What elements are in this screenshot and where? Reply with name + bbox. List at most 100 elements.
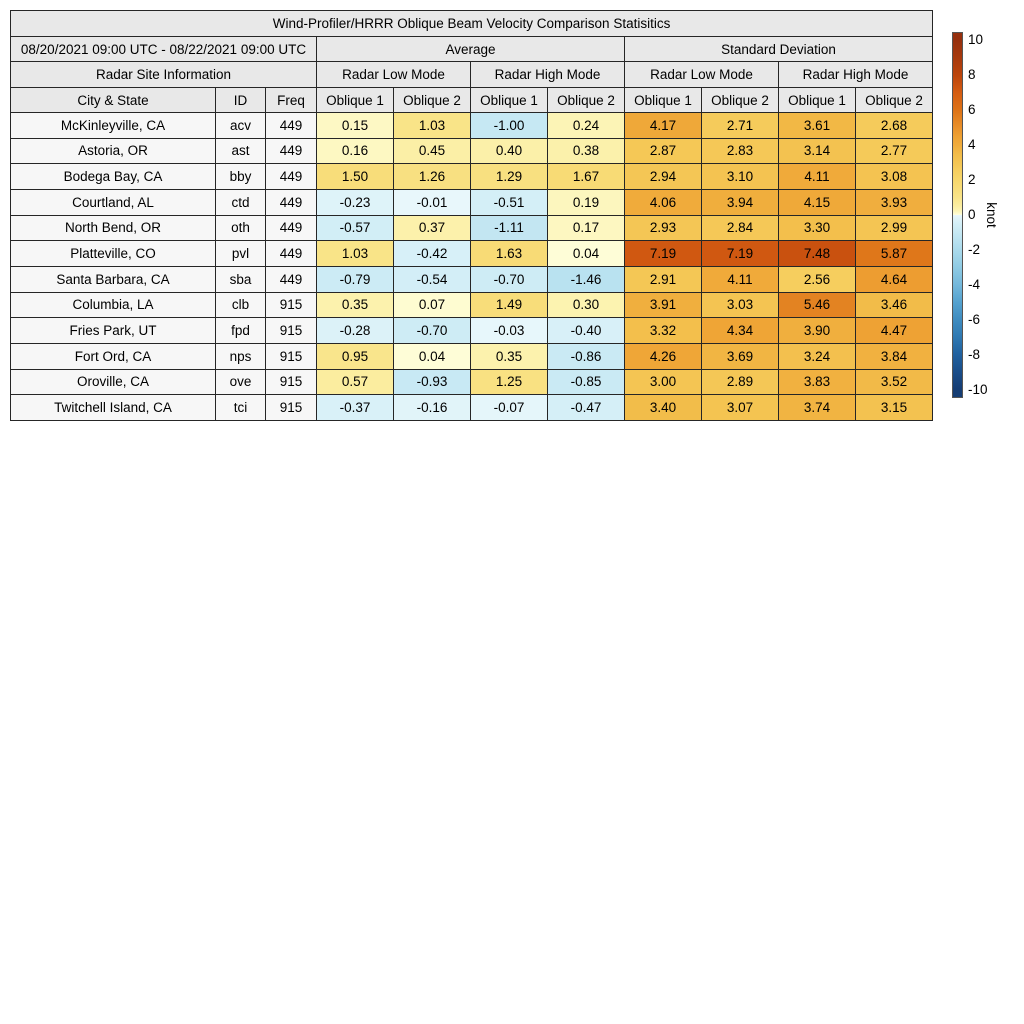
value-cell: 0.19 (547, 188, 625, 216)
freq-cell: 915 (265, 394, 317, 421)
value-cell: 4.06 (624, 188, 702, 216)
value-cell: 2.71 (701, 112, 779, 139)
value-cell: 3.52 (854, 368, 934, 396)
value-cell: 3.69 (701, 342, 779, 370)
value-cell: 3.94 (701, 188, 779, 216)
value-cell: 3.74 (778, 394, 856, 421)
value-cell: -0.47 (547, 394, 625, 421)
freq-cell: 449 (265, 265, 317, 293)
col-header-oblique: Oblique 1 (316, 87, 394, 113)
freq-cell: 449 (265, 188, 317, 216)
colorbar-tick-label: 8 (968, 66, 976, 82)
colorbar-tick-label: 10 (968, 31, 984, 47)
table-row: Astoria, OR ast 449 0.16 0.45 0.40 0.38 2.87 2.8… (10, 137, 934, 165)
value-cell: 1.26 (393, 163, 471, 190)
city-cell: North Bend, OR (10, 214, 216, 242)
value-cell: 0.15 (316, 112, 394, 139)
city-cell: Courtland, AL (10, 188, 216, 216)
id-cell: pvl (215, 240, 266, 267)
id-cell: fpd (215, 317, 266, 344)
value-cell: 4.47 (854, 317, 934, 344)
value-cell: -1.11 (470, 214, 548, 242)
table-row: McKinleyville, CA acv 449 0.15 1.03 -1.00 0.24… (10, 112, 934, 139)
city-cell: Fries Park, UT (10, 317, 216, 344)
value-cell: 0.35 (470, 342, 548, 370)
value-cell: 0.17 (547, 214, 625, 242)
city-cell: McKinleyville, CA (10, 112, 216, 139)
value-cell: 1.29 (470, 163, 548, 190)
id-cell: tci (215, 394, 266, 421)
freq-cell: 915 (265, 317, 317, 344)
freq-cell: 449 (265, 240, 317, 267)
col-header-oblique: Oblique 2 (701, 87, 779, 113)
value-cell: 0.37 (393, 214, 471, 242)
city-cell: Columbia, LA (10, 291, 216, 319)
id-cell: ove (215, 368, 266, 396)
value-cell: 3.15 (854, 394, 934, 421)
value-cell: -1.46 (547, 265, 625, 293)
value-cell: 4.34 (701, 317, 779, 344)
value-cell: -0.70 (393, 317, 471, 344)
col-header-oblique: Oblique 2 (393, 87, 471, 113)
col-header-oblique: Oblique 1 (470, 87, 548, 113)
value-cell: 3.90 (778, 317, 856, 344)
city-cell: Twitchell Island, CA (10, 394, 216, 421)
value-cell: 3.83 (778, 368, 856, 396)
mode-header-high: Radar High Mode (470, 61, 625, 88)
value-cell: 3.30 (778, 214, 856, 242)
freq-cell: 449 (265, 163, 317, 190)
value-cell: 0.45 (393, 137, 471, 165)
value-cell: 4.15 (778, 188, 856, 216)
value-cell: 2.93 (624, 214, 702, 242)
value-cell: -0.51 (470, 188, 548, 216)
value-cell: 3.24 (778, 342, 856, 370)
section-header-average: Average (316, 36, 625, 62)
value-cell: 0.30 (547, 291, 625, 319)
id-cell: sba (215, 265, 266, 293)
city-cell: Astoria, OR (10, 137, 216, 165)
value-cell: 3.03 (701, 291, 779, 319)
value-cell: 3.46 (854, 291, 934, 319)
section-header-site-info: Radar Site Information (10, 61, 317, 88)
id-cell: clb (215, 291, 266, 319)
mode-header-high: Radar High Mode (777, 61, 934, 88)
value-cell: 4.26 (624, 342, 702, 370)
value-cell: 2.89 (701, 368, 779, 396)
value-cell: 2.56 (778, 265, 856, 293)
section-header-std-deviation: Standard Deviation (623, 36, 934, 62)
value-cell: 3.07 (701, 394, 779, 421)
value-cell: -1.00 (470, 112, 548, 139)
value-cell: 0.35 (316, 291, 394, 319)
col-header-id: ID (215, 87, 266, 113)
title-row: Wind-Profiler/HRRR Oblique Beam Velocity… (9, 10, 934, 37)
value-cell: 3.32 (624, 317, 702, 344)
mode-row: Radar Site Information Radar Low Mode Rad… (10, 61, 934, 88)
value-cell: -0.23 (316, 188, 394, 216)
table-row: Fort Ord, CA nps 915 0.95 0.04 0.35 -0.86 4.26 3… (10, 342, 934, 370)
table-row: Fries Park, UT fpd 915 -0.28 -0.70 -0.03 -0.40… (10, 317, 934, 344)
id-cell: nps (215, 342, 266, 370)
table-row: Twitchell Island, CA tci 915 -0.37 -0.16 -0.0… (10, 394, 934, 421)
table-row: Courtland, AL ctd 449 -0.23 -0.01 -0.51 0.19 4.… (10, 188, 934, 216)
value-cell: 1.67 (547, 163, 625, 190)
id-cell: ast (215, 137, 266, 165)
col-header-city-state: City & State (10, 87, 216, 113)
freq-cell: 449 (265, 214, 317, 242)
value-cell: -0.57 (316, 214, 394, 242)
value-cell: 4.64 (854, 265, 934, 293)
value-cell: 1.25 (470, 368, 548, 396)
value-cell: 7.19 (624, 240, 702, 267)
value-cell: 3.93 (854, 188, 934, 216)
value-cell: -0.03 (470, 317, 548, 344)
value-cell: -0.01 (393, 188, 471, 216)
value-cell: 3.08 (854, 163, 934, 190)
freq-cell: 449 (265, 112, 317, 139)
id-cell: oth (215, 214, 266, 242)
section-row: 08/20/2021 09:00 UTC - 08/22/2021 09:00 … (10, 36, 934, 62)
col-header-oblique: Oblique 1 (624, 87, 702, 113)
freq-cell: 449 (265, 137, 317, 165)
value-cell: 5.87 (854, 240, 934, 267)
value-cell: 7.19 (701, 240, 779, 267)
